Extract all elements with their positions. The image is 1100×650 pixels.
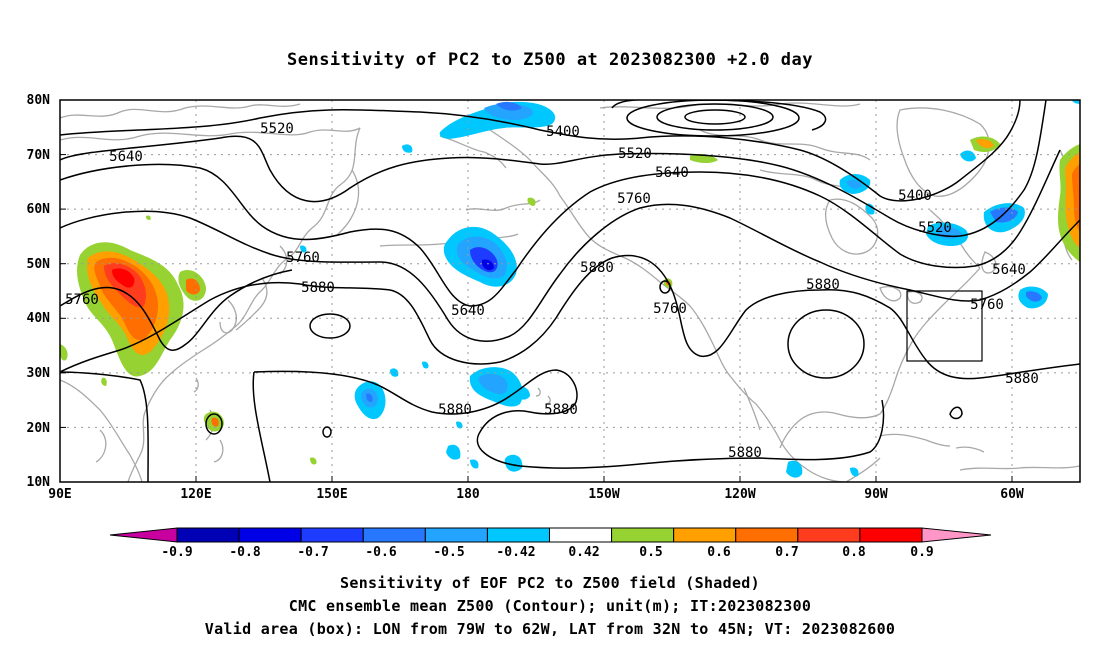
colorbar-label: 0.8 xyxy=(842,545,866,560)
contour-label: 5880 xyxy=(806,277,840,293)
lon-label: 60W xyxy=(1000,487,1024,502)
colorbar-label: -0.8 xyxy=(229,545,260,560)
contour-label: 5760 xyxy=(286,250,320,266)
plot-frame xyxy=(59,99,1081,483)
colorbar-segment xyxy=(238,527,302,543)
colorbar-segment xyxy=(797,527,861,543)
contour-label: 5880 xyxy=(544,402,578,418)
contour-label: 5880 xyxy=(1005,371,1039,387)
contour-label: 5760 xyxy=(653,301,687,317)
colorbar-label: -0.9 xyxy=(161,545,192,560)
tick-marks xyxy=(60,99,1013,482)
colorbar-segment xyxy=(611,527,675,543)
longitude-labels: 90E 120E 150E 180 150W 120W 90W 60W xyxy=(48,487,1024,502)
lat-label: 50N xyxy=(27,257,51,272)
lon-label: 120E xyxy=(180,487,211,502)
caption-shading: Sensitivity of EOF PC2 to Z500 field (Sh… xyxy=(340,574,760,592)
contour-label: 5640 xyxy=(992,262,1026,278)
contour-label: 5520 xyxy=(618,146,652,162)
lon-label: 150W xyxy=(588,487,619,502)
colorbar-segment xyxy=(486,527,550,543)
colorbar-segment xyxy=(176,527,240,543)
colorbar-label: -0.6 xyxy=(365,545,396,560)
latitude-labels: 80N 70N 60N 50N 40N 30N 20N 10N xyxy=(27,93,51,490)
caption-valid-area: Valid area (box): LON from 79W to 62W, L… xyxy=(204,620,896,638)
contour-label: 5640 xyxy=(655,165,689,181)
colorbar-label: -0.7 xyxy=(297,545,328,560)
contour-label: 5520 xyxy=(260,121,294,137)
lon-label: 90E xyxy=(48,487,71,502)
colorbar-segment xyxy=(735,527,799,543)
colorbar-label: 0.9 xyxy=(910,545,933,560)
contour-label: 5640 xyxy=(451,303,485,319)
colorbar-label: 0.6 xyxy=(707,545,731,560)
lat-label: 60N xyxy=(27,202,51,217)
contour-label: 5760 xyxy=(617,191,651,207)
colorbar-segment xyxy=(424,527,488,543)
colorbar-label: 0.7 xyxy=(775,545,798,560)
contour-label: 5400 xyxy=(546,124,580,140)
colorbar-segment xyxy=(549,527,613,543)
colorbar-segment xyxy=(859,527,923,543)
colorbar-segment xyxy=(673,527,737,543)
contour-label: 5880 xyxy=(580,260,614,276)
colorbar: -0.9 -0.8 -0.7 -0.6 -0.5 -0.42 0.42 0.5 … xyxy=(109,527,992,560)
contour-label: 5760 xyxy=(970,297,1004,313)
contour-label: 5760 xyxy=(65,292,99,308)
lat-label: 40N xyxy=(27,311,51,326)
lon-label: 150E xyxy=(316,487,347,502)
lat-label: 30N xyxy=(27,366,51,381)
lat-label: 80N xyxy=(27,93,51,108)
z500-contours xyxy=(60,100,1080,482)
gridlines xyxy=(60,100,1080,482)
colorbar-segment xyxy=(362,527,426,543)
lat-label: 20N xyxy=(27,421,51,436)
contour-label: 5400 xyxy=(898,188,932,204)
colorbar-low-extension xyxy=(109,527,178,543)
map-title: Sensitivity of PC2 to Z500 at 2023082300… xyxy=(286,50,813,70)
colorbar-label: -0.5 xyxy=(433,545,464,560)
contour-labels: 5520 5400 5640 5520 5640 5400 5760 5760 … xyxy=(65,121,1039,461)
contour-label: 5520 xyxy=(918,220,952,236)
contour-label: 5880 xyxy=(438,402,472,418)
contour-label: 5880 xyxy=(301,280,335,296)
contour-label: 5640 xyxy=(109,149,143,165)
lat-label: 10N xyxy=(27,475,51,490)
caption-contour: CMC ensemble mean Z500 (Contour); unit(m… xyxy=(288,597,812,615)
lon-label: 120W xyxy=(724,487,755,502)
lon-label: 90W xyxy=(864,487,888,502)
sensitivity-shading xyxy=(60,100,1080,478)
colorbar-label: -0.42 xyxy=(496,545,535,560)
colorbar-high-extension xyxy=(921,527,992,543)
lat-label: 70N xyxy=(27,148,51,163)
contour-label: 5880 xyxy=(728,445,762,461)
colorbar-label: 0.42 xyxy=(568,545,599,560)
valid-area-box xyxy=(906,290,983,362)
colorbar-segment xyxy=(300,527,364,543)
colorbar-label: 0.5 xyxy=(639,545,662,560)
lon-label: 180 xyxy=(456,487,480,502)
